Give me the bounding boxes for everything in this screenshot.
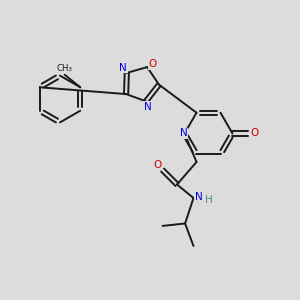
Text: O: O xyxy=(250,128,258,139)
Text: N: N xyxy=(119,62,127,73)
Text: CH₃: CH₃ xyxy=(56,64,72,73)
Text: N: N xyxy=(144,102,151,112)
Text: H: H xyxy=(205,195,213,205)
Text: O: O xyxy=(153,160,161,170)
Text: N: N xyxy=(180,128,188,139)
Text: O: O xyxy=(148,59,157,69)
Text: N: N xyxy=(195,192,203,202)
